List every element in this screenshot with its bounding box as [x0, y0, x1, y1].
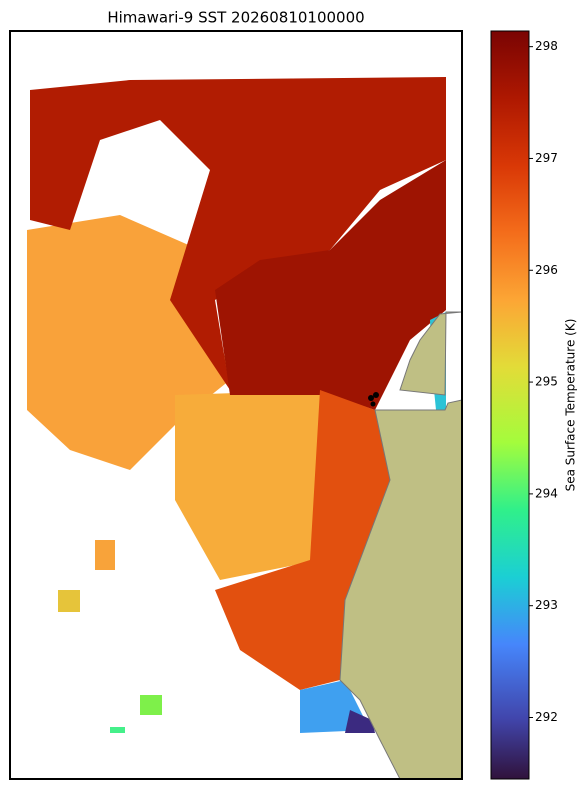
map-frame — [9, 30, 463, 780]
colorbar-tick-label: 298 — [535, 39, 558, 53]
map-field — [10, 31, 463, 780]
colorbar-tick-label: 293 — [535, 598, 558, 612]
map-title: Himawari-9 SST 20260810100000 — [107, 9, 364, 27]
colorbar-tick-label: 294 — [535, 486, 558, 500]
colorbar-tick-label: 297 — [535, 151, 558, 165]
colorbar-tick-label: 295 — [535, 375, 558, 389]
colorbar-tick-label: 292 — [535, 710, 558, 724]
colorbar-label: Sea Surface Temperature (K) — [564, 319, 578, 492]
colorbar-tick-label: 296 — [535, 263, 558, 277]
colorbar — [490, 30, 530, 780]
